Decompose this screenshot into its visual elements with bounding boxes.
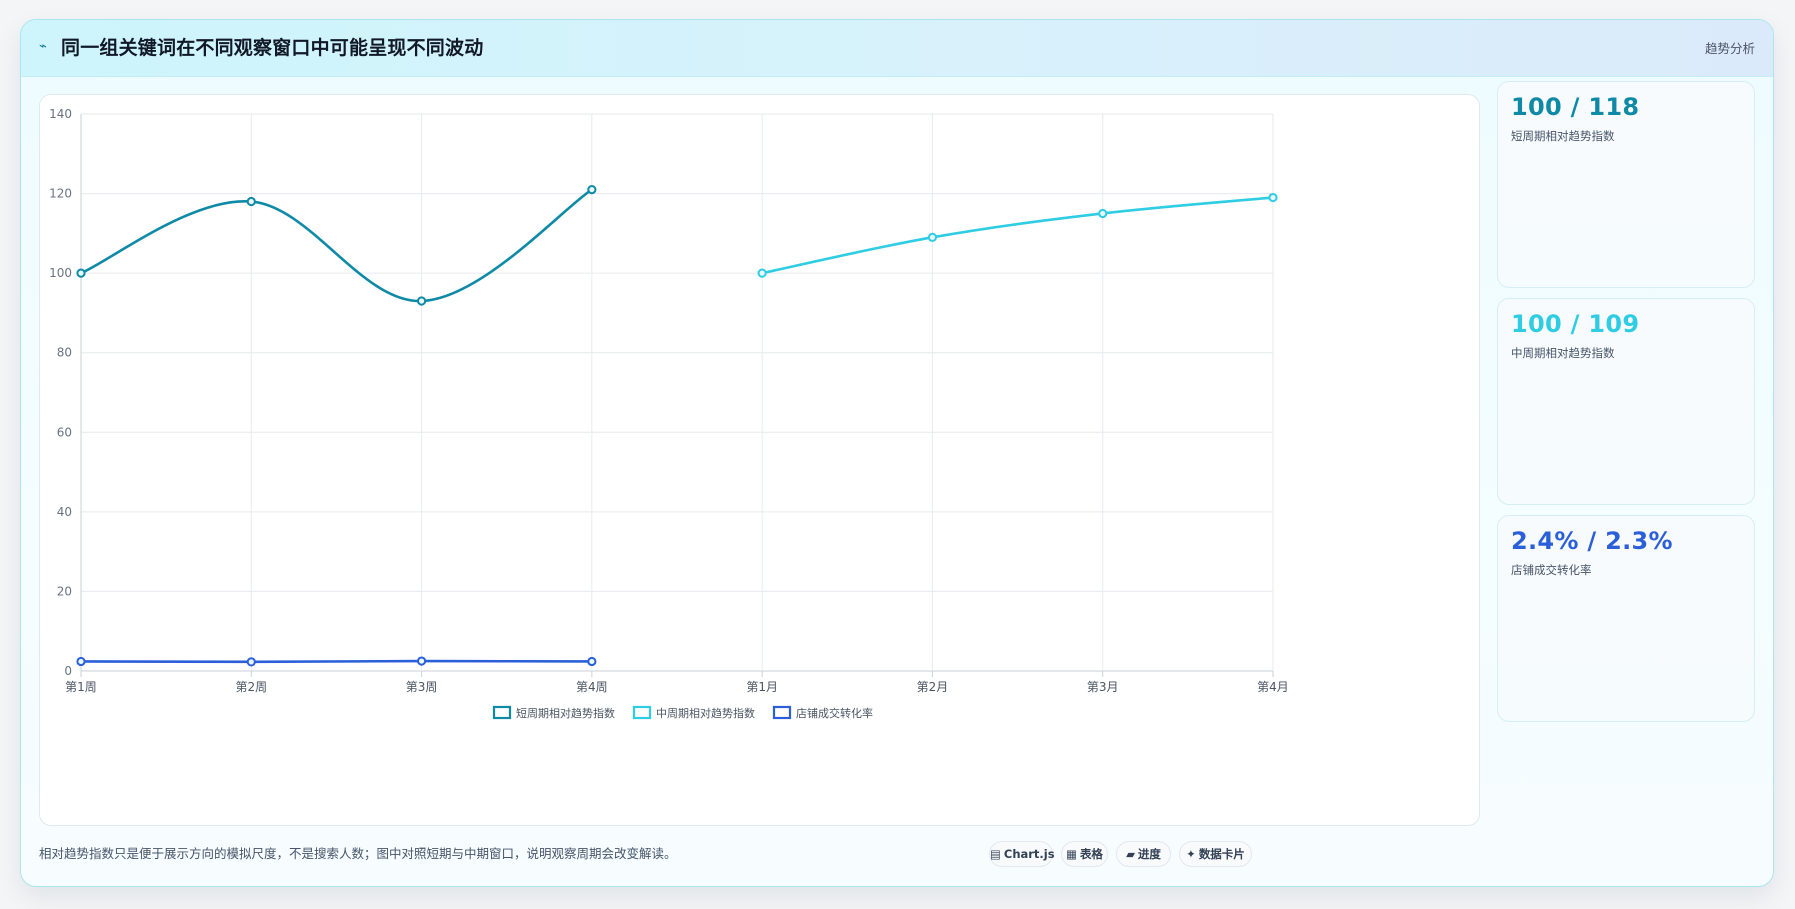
data-point [246, 196, 256, 207]
data-point [1098, 208, 1108, 219]
chip-data-cards[interactable]: ✦ 数据卡片 [1179, 841, 1252, 867]
series-line [79, 659, 594, 664]
y-tick-label: 120 [49, 187, 72, 201]
stat-value: 100 / 109 [1511, 310, 1640, 338]
legend-swatch [632, 705, 652, 720]
stat-card-mid: 100 / 109 中周期相对趋势指数 [1497, 298, 1755, 505]
data-point [246, 657, 256, 667]
y-tick-label: 40 [57, 505, 72, 519]
x-tick-label: 第3周 [406, 680, 438, 694]
trend-line-icon: ⌁ [39, 39, 47, 54]
chip-label: 进度 [1137, 847, 1161, 861]
x-tick-label: 第4月 [1257, 680, 1289, 694]
legend-swatch [492, 705, 512, 720]
stat-label: 店铺成交转化率 [1511, 563, 1592, 577]
y-tick-label: 0 [64, 664, 72, 678]
stat-value: 2.4% / 2.3% [1511, 527, 1673, 555]
card-header: ⌁ 同一组关键词在不同观察窗口中可能呈现不同波动 趋势分析 [21, 20, 1773, 77]
chip-progress[interactable]: ▰ 进度 [1116, 841, 1171, 867]
legend-label: 店铺成交转化率 [796, 706, 873, 720]
stat-card-conversion: 2.4% / 2.3% 店铺成交转化率 [1497, 515, 1755, 722]
legend-swatch [772, 705, 792, 720]
stat-card-short: 100 / 118 短周期相对趋势指数 [1497, 81, 1755, 288]
y-tick-label: 80 [57, 346, 72, 360]
chip-chartjs[interactable]: ▤ Chart.js [989, 841, 1055, 867]
series-line [760, 196, 1275, 275]
legend-label: 短周期相对趋势指数 [516, 706, 615, 720]
chip-label: Chart.js [1003, 847, 1055, 861]
stat-label: 短周期相对趋势指数 [1511, 129, 1615, 143]
chip-table[interactable]: ▦ 表格 [1061, 841, 1108, 867]
x-tick-label: 第4周 [576, 680, 608, 694]
x-tick-label: 第3月 [1087, 680, 1119, 694]
chip-label: 数据卡片 [1198, 847, 1245, 861]
x-tick-label: 第1周 [65, 680, 97, 694]
legend-label: 中周期相对趋势指数 [656, 706, 755, 720]
table-icon: ▦ [1066, 847, 1077, 861]
data-point [1268, 192, 1278, 203]
data-point [76, 656, 86, 667]
data-point [416, 296, 427, 306]
y-tick-label: 140 [49, 107, 72, 121]
card-title: 同一组关键词在不同观察窗口中可能呈现不同波动 [61, 37, 484, 59]
sparkle-icon: ✦ [1186, 847, 1196, 861]
data-point [587, 656, 597, 667]
data-point [76, 268, 86, 278]
chip-label: 表格 [1079, 847, 1103, 861]
y-tick-label: 20 [57, 584, 72, 598]
x-tick-label: 第2月 [917, 680, 949, 694]
x-tick-label: 第2周 [235, 680, 267, 694]
footnote: 相对趋势指数只是便于展示方向的模拟尺度，不是搜索人数；图中对照短期与中期窗口，说… [39, 846, 677, 861]
stat-value: 100 / 118 [1511, 93, 1640, 121]
line-chart: 0 20 40 60 80 100 120 140 第1周 第2周 第3周 第4周 第1月 第2月 第3月 第… [49, 107, 1289, 720]
x-tick-label: 第1月 [746, 680, 778, 694]
stat-label: 中周期相对趋势指数 [1511, 346, 1615, 360]
data-point [416, 656, 427, 666]
y-tick-label: 60 [57, 425, 72, 439]
progress-icon: ▰ [1126, 847, 1135, 861]
data-point [587, 184, 597, 195]
chart-panel: 0 20 40 60 80 100 120 140 第1周 第2周 第3周 第4周 第1月 第2月 第3月 第… [39, 94, 1480, 826]
category-tag: 趋势分析 [1704, 41, 1755, 56]
series-line [79, 188, 594, 303]
data-point [927, 232, 938, 242]
data-point [757, 268, 767, 278]
trend-card: ⌁ 同一组关键词在不同观察窗口中可能呈现不同波动 趋势分析 0 20 40 60 80 1… [20, 19, 1774, 887]
y-tick-label: 100 [49, 266, 72, 280]
chart-icon: ▤ [990, 847, 1001, 861]
